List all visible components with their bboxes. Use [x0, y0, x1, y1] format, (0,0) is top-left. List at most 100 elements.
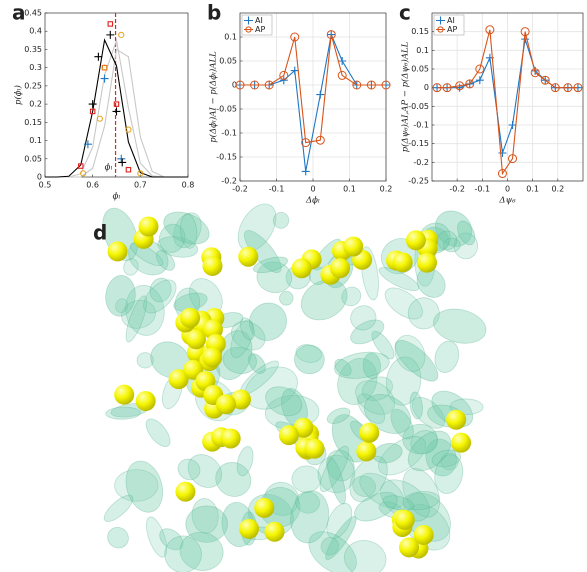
- density-blob: [215, 462, 252, 497]
- density-blob: [337, 357, 378, 405]
- panel-label: b: [207, 1, 221, 25]
- particle: [107, 241, 128, 262]
- density-blob: [352, 475, 376, 497]
- marker-square: [89, 108, 96, 115]
- axes-frame: [239, 12, 387, 182]
- y-tick-label: 0.1: [224, 33, 237, 42]
- marker-plus: [112, 107, 121, 116]
- density-blob: [442, 237, 461, 253]
- particle: [135, 391, 156, 412]
- particle: [304, 438, 325, 459]
- density-blob: [155, 250, 176, 271]
- density-blob: [382, 495, 415, 511]
- particle: [399, 537, 420, 558]
- y-tick-label: 0.25: [24, 81, 42, 90]
- density-blob: [231, 320, 266, 351]
- density-blob: [294, 344, 325, 375]
- density-blob: [434, 454, 464, 494]
- y-tick-label: 0.15: [24, 118, 42, 127]
- density-blob: [453, 232, 479, 260]
- density-blob: [350, 319, 385, 345]
- density-blob: [363, 394, 412, 434]
- y-tick-label: -0.05: [216, 105, 237, 114]
- marker-plus: [88, 100, 97, 109]
- y-tick-label: -0.1: [221, 129, 237, 138]
- particle: [180, 307, 201, 328]
- marker-plus: [508, 121, 517, 129]
- density-blob: [407, 297, 440, 330]
- y-tick-label: 0.1: [29, 136, 42, 145]
- density-blob: [159, 528, 184, 551]
- plot-area: [45, 13, 188, 177]
- density-blob: [359, 472, 405, 509]
- particle: [416, 252, 437, 273]
- density-blob: [355, 380, 396, 415]
- particle: [215, 394, 236, 415]
- marker-plus: [244, 16, 253, 25]
- density-blob: [173, 212, 202, 249]
- density-blob: [158, 223, 186, 253]
- particle: [175, 481, 196, 502]
- marker-circle: [530, 68, 540, 78]
- particle: [231, 389, 252, 410]
- particle: [451, 432, 472, 453]
- marker-circle: [485, 25, 495, 35]
- density-blob: [125, 460, 164, 513]
- particle: [202, 347, 223, 368]
- marker-square: [113, 101, 120, 107]
- density-blob: [378, 267, 420, 292]
- density-blob: [357, 393, 386, 424]
- density-blob: [343, 540, 387, 572]
- panel-label: d: [93, 221, 107, 245]
- density-blob: [320, 537, 339, 556]
- y-tick-label: -0.15: [216, 153, 237, 162]
- density-blob: [149, 277, 172, 303]
- y-tick-label: -0.2: [221, 177, 237, 186]
- density-blob: [334, 358, 352, 377]
- particle: [330, 258, 351, 279]
- density-blob: [114, 469, 159, 502]
- density-blob: [185, 505, 228, 543]
- density-blob: [146, 516, 168, 558]
- density-blob: [407, 430, 452, 472]
- density-blob: [105, 406, 141, 420]
- x-tick-label: 0.1: [343, 185, 356, 194]
- density-blob: [179, 531, 224, 571]
- y-tick-label: -0.15: [408, 139, 429, 148]
- marker-plus: [498, 149, 507, 157]
- marker-circle: [437, 26, 444, 33]
- marker-circle: [508, 154, 518, 164]
- x-tick-label: 0.5: [39, 181, 52, 190]
- density-blob: [129, 242, 164, 267]
- marker-plus: [475, 76, 484, 85]
- particle: [392, 252, 413, 273]
- marker-circle: [455, 81, 465, 91]
- x-tick-label: 0: [310, 185, 315, 194]
- density-blob: [308, 531, 357, 572]
- legend-label: AI: [255, 16, 263, 25]
- density-blob: [187, 454, 223, 488]
- y-tick-label: 0.4: [29, 27, 42, 36]
- y-tick-label: 0.15: [411, 27, 429, 36]
- marker-circle: [352, 80, 362, 90]
- density-blob: [239, 317, 255, 341]
- particle: [239, 518, 260, 539]
- density-blob: [125, 284, 165, 336]
- density-blob: [236, 446, 254, 477]
- particle: [202, 255, 223, 276]
- density-blob: [361, 376, 393, 402]
- particle: [359, 422, 380, 443]
- density-blob: [253, 256, 288, 274]
- y-axis-label: p(Δψ₆)AI,AP − p(Δψ₆)ALL: [400, 41, 411, 152]
- y-tick-label: 0.05: [411, 65, 429, 74]
- density-blob: [136, 352, 154, 369]
- density-blob: [325, 516, 357, 561]
- marker-circle: [96, 115, 103, 122]
- marker-circle: [235, 80, 245, 90]
- density-blob: [403, 492, 451, 542]
- legend-label: AP: [447, 25, 457, 34]
- x-tick-label: 0.1: [526, 185, 539, 194]
- marker-circle: [432, 83, 442, 93]
- particle-render: [102, 203, 487, 572]
- density-blob: [326, 407, 351, 424]
